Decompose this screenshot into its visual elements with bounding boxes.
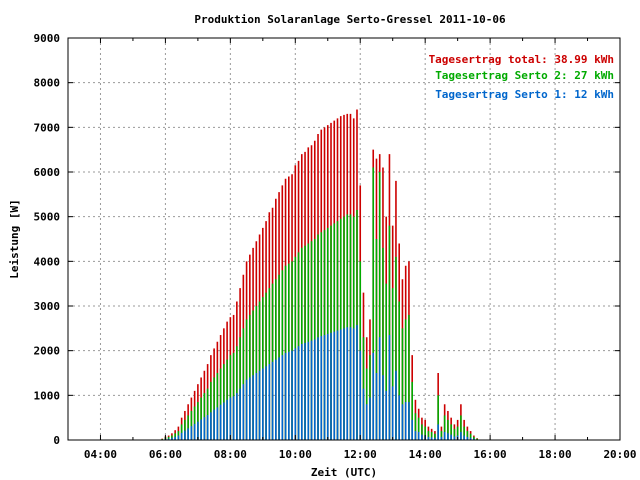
y-tick-label: 9000	[34, 32, 61, 45]
x-tick-label: 20:00	[603, 448, 636, 461]
x-tick-label: 18:00	[538, 448, 571, 461]
x-axis-label: Zeit (UTC)	[311, 466, 377, 479]
x-axis-ticks: 04:00 06:00 08:00 10:00 12:00 14:00 16:00 18:00…	[67, 38, 637, 461]
legend: Tagesertrag total: 38.99 kWh Tagesertrag…	[429, 53, 614, 101]
y-tick-label: 0	[53, 434, 60, 447]
y-axis-ticks: 0 1000 2000 3000 4000 5000 6000 7000 8000 9000	[34, 32, 620, 447]
y-tick-label: 7000	[34, 121, 61, 134]
series-serto2	[161, 167, 478, 440]
x-tick-label: 08:00	[214, 448, 247, 461]
x-tick-label: 12:00	[344, 448, 377, 461]
y-tick-label: 6000	[34, 166, 61, 179]
x-tick-label: 14:00	[409, 448, 442, 461]
x-tick-label: 10:00	[279, 448, 312, 461]
legend-item-serto1: Tagesertrag Serto 1: 12 kWh	[435, 88, 614, 101]
y-axis-label: Leistung [W]	[8, 199, 21, 278]
y-tick-label: 8000	[34, 77, 61, 90]
series-total	[161, 109, 478, 440]
legend-item-serto2: Tagesertrag Serto 2: 27 kWh	[435, 69, 614, 82]
legend-item-total: Tagesertrag total: 38.99 kWh	[429, 53, 614, 66]
x-tick-label: 16:00	[474, 448, 507, 461]
series-serto1	[161, 324, 478, 440]
y-tick-label: 2000	[34, 345, 61, 358]
y-tick-label: 3000	[34, 300, 61, 313]
y-tick-label: 4000	[34, 255, 61, 268]
y-tick-label: 5000	[34, 211, 61, 224]
x-tick-label: 06:00	[149, 448, 182, 461]
y-tick-label: 1000	[34, 389, 61, 402]
chart-title: Produktion Solaranlage Serto-Gressel 201…	[194, 13, 506, 26]
x-tick-label: 04:00	[84, 448, 117, 461]
plot-frame	[67, 37, 621, 441]
